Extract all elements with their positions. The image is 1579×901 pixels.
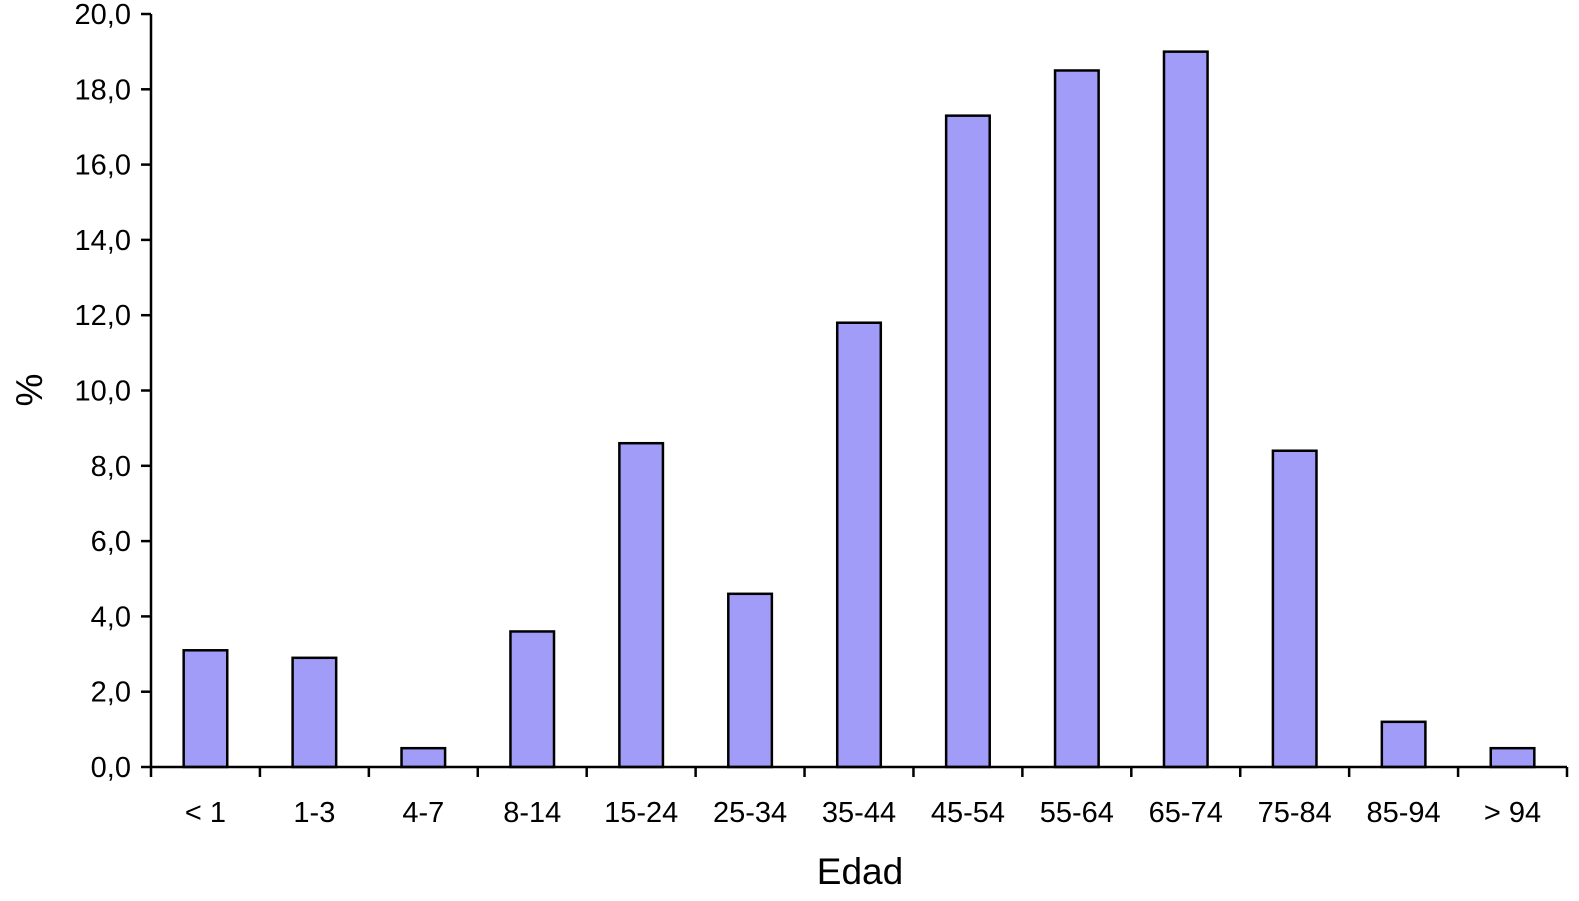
- bar-25-34: [727, 592, 774, 769]
- bar-75-84: [1271, 449, 1318, 769]
- x-tick-label: 75-84: [1258, 797, 1332, 829]
- x-axis-title: Edad: [817, 851, 903, 892]
- x-axis-ticks: < 1 1-3 4-7 8-14 15-24 25-34 35-44 45-54 55-64 65…: [149, 767, 1569, 829]
- y-tick-label: 14,0: [75, 225, 131, 257]
- x-tick-label: < 1: [185, 797, 226, 829]
- y-tick-label: 10,0: [75, 376, 131, 408]
- bar-45-54: [944, 114, 991, 769]
- y-tick-label: 2,0: [91, 677, 131, 709]
- x-tick-label: 65-74: [1149, 797, 1223, 829]
- bar-85-94: [1380, 720, 1427, 769]
- y-tick-label: 12,0: [75, 300, 131, 332]
- x-tick-label: 4-7: [402, 797, 444, 829]
- bars-group: [182, 50, 1536, 769]
- x-tick-label: 1-3: [293, 797, 335, 829]
- x-tick-label: 8-14: [503, 797, 561, 829]
- x-tick-label: 45-54: [931, 797, 1005, 829]
- bar-94: [1489, 746, 1536, 769]
- bar-8-14: [509, 630, 556, 769]
- x-tick-label: 25-34: [713, 797, 787, 829]
- bar-1: [182, 649, 229, 769]
- bar-15-24: [618, 441, 665, 769]
- x-tick-label: 15-24: [604, 797, 678, 829]
- bar-35-44: [835, 321, 883, 769]
- y-axis-title: %: [9, 374, 50, 407]
- y-tick-label: 6,0: [91, 526, 131, 558]
- y-tick-label: 16,0: [75, 150, 131, 182]
- bar-65-74: [1162, 50, 1209, 769]
- y-tick-label: 18,0: [75, 74, 131, 106]
- x-tick-label: 35-44: [822, 797, 896, 829]
- y-tick-label: 0,0: [91, 752, 131, 784]
- y-axis-ticks: 0,0 2,0 4,0 6,0 8,0 10,0 12,0 14,0 16,0 18,0 20,0: [75, 0, 151, 784]
- y-tick-label: 20,0: [75, 0, 131, 31]
- x-tick-label: > 94: [1484, 797, 1541, 829]
- x-tick-label: 85-94: [1367, 797, 1441, 829]
- bar-55-64: [1053, 69, 1100, 769]
- x-tick-label: 55-64: [1040, 797, 1114, 829]
- bar-4-7: [400, 746, 447, 769]
- bar-1-3: [291, 656, 338, 769]
- y-tick-label: 8,0: [91, 451, 131, 483]
- y-tick-label: 4,0: [91, 601, 131, 633]
